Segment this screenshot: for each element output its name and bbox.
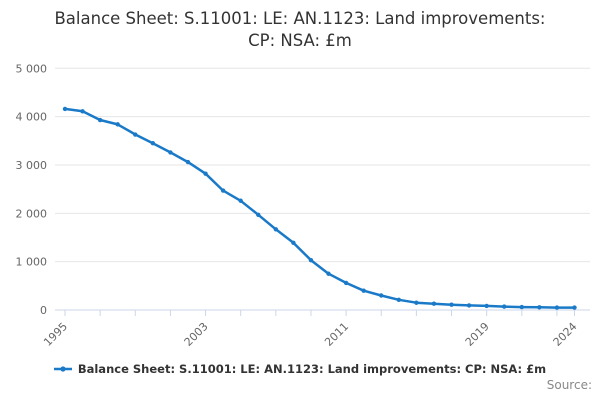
data-point-marker[interactable]: [97, 117, 103, 123]
data-point-marker[interactable]: [484, 303, 489, 309]
data-point-marker[interactable]: [150, 141, 156, 146]
data-point-marker[interactable]: [62, 106, 68, 112]
data-point-marker[interactable]: [273, 227, 279, 232]
data-point-marker[interactable]: [361, 288, 366, 293]
x-axis-label: 2024: [551, 320, 580, 349]
data-point-marker[interactable]: [466, 303, 472, 308]
data-point-marker[interactable]: [256, 212, 261, 217]
data-point-marker[interactable]: [291, 240, 296, 246]
y-axis-label: 2 000: [16, 207, 48, 220]
data-point-marker[interactable]: [115, 122, 120, 127]
legend-label: Balance Sheet: S.11001: LE: AN.1123: Lan…: [77, 362, 547, 376]
data-point-marker[interactable]: [203, 171, 208, 176]
y-axis-label: 1 000: [16, 256, 48, 269]
data-point-marker[interactable]: [431, 301, 437, 306]
x-axis-label: 1995: [41, 320, 70, 349]
x-axis-label: 2019: [463, 320, 492, 349]
data-point-marker[interactable]: [572, 305, 577, 310]
data-point-marker[interactable]: [308, 258, 314, 263]
data-point-marker[interactable]: [343, 280, 349, 286]
data-point-marker[interactable]: [133, 132, 138, 137]
y-axis-label: 0: [40, 304, 47, 317]
data-point-marker[interactable]: [238, 198, 243, 203]
y-axis-label: 5 000: [16, 62, 48, 75]
data-point-marker[interactable]: [554, 305, 560, 310]
x-axis-label: 2003: [182, 320, 211, 349]
source-label: Source:: [546, 378, 592, 392]
data-point-marker[interactable]: [220, 188, 226, 193]
data-point-marker[interactable]: [168, 150, 173, 155]
data-point-marker[interactable]: [80, 109, 85, 114]
data-point-marker[interactable]: [185, 159, 191, 165]
chart-title-line2: CP: NSA: £m: [248, 31, 352, 51]
data-point-marker[interactable]: [519, 304, 524, 310]
data-point-marker[interactable]: [379, 293, 384, 298]
series-line: [63, 107, 576, 309]
data-point-marker[interactable]: [326, 271, 331, 276]
data-point-marker[interactable]: [396, 297, 402, 303]
data-point-marker[interactable]: [414, 300, 419, 305]
x-axis-label: 2011: [322, 320, 351, 349]
chart-title: Balance Sheet: S.11001: LE: AN.1123: Lan…: [0, 8, 600, 53]
legend-line-marker-icon: [53, 366, 72, 372]
y-axis-label: 4 000: [16, 111, 48, 124]
data-point-marker[interactable]: [502, 304, 507, 309]
data-point-marker[interactable]: [537, 305, 542, 310]
data-point-marker[interactable]: [449, 302, 454, 307]
chart-title-line1: Balance Sheet: S.11001: LE: AN.1123: Lan…: [54, 9, 546, 28]
y-axis-label: 3 000: [16, 159, 48, 172]
legend-item[interactable]: Balance Sheet: S.11001: LE: AN.1123: Lan…: [0, 362, 600, 376]
